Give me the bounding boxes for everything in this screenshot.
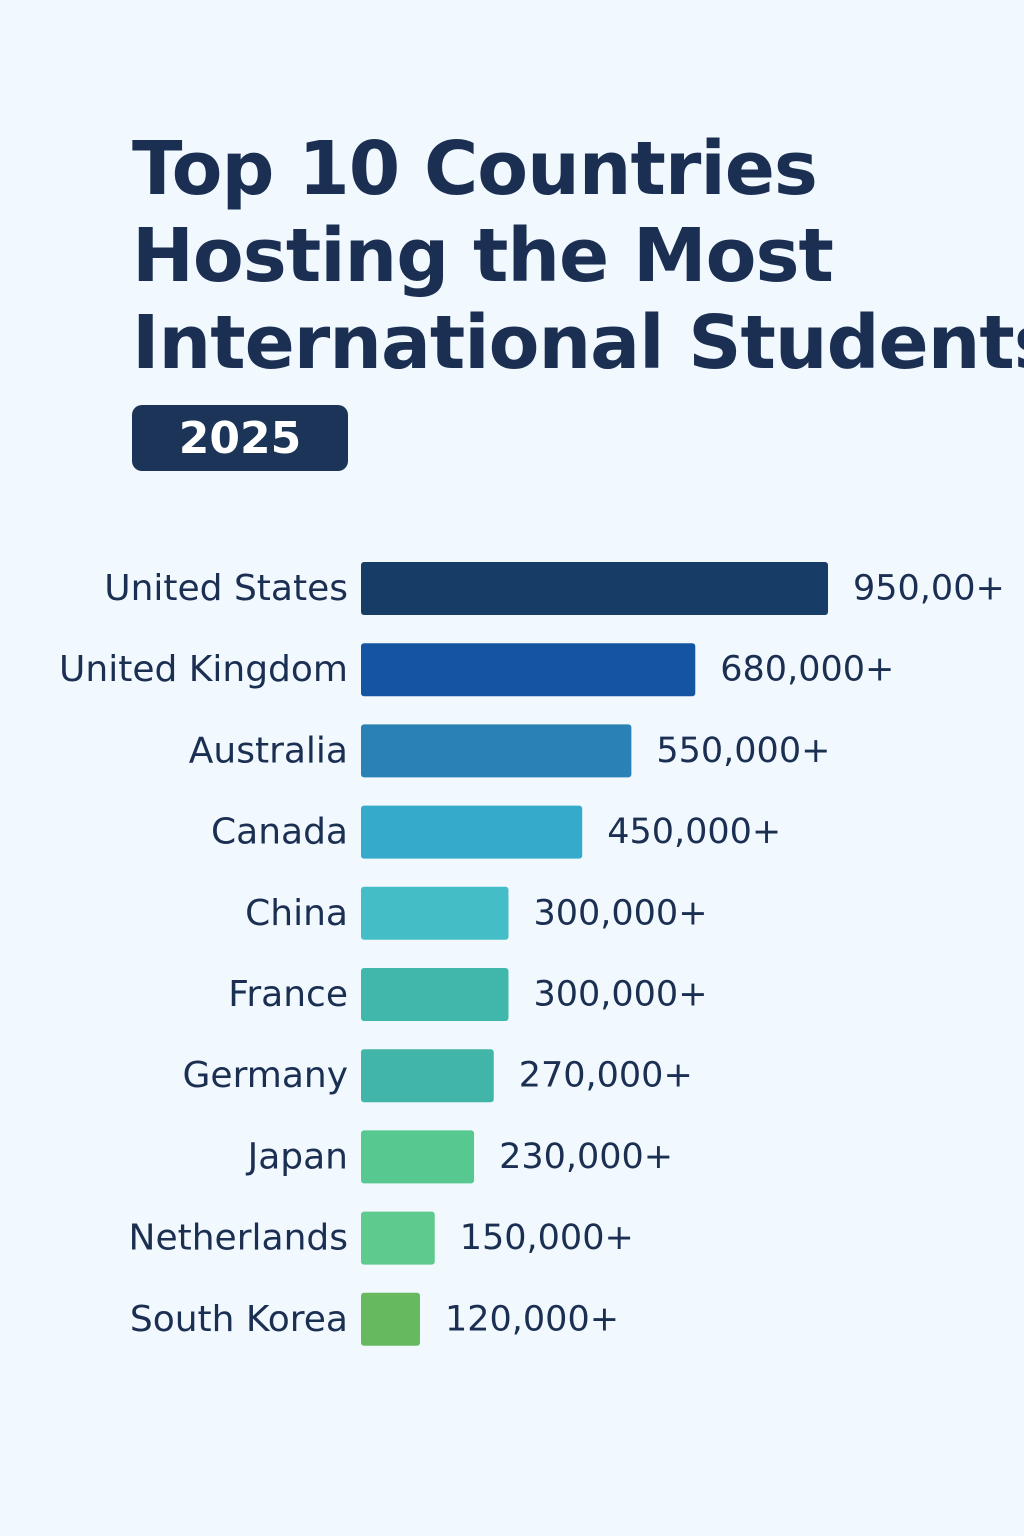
bar [361,886,509,940]
bar [361,724,632,778]
value-label: 270,000+ [519,1056,693,1096]
value-label: 680,000+ [720,650,894,690]
value-label: 230,000+ [499,1137,673,1177]
bar [361,1292,420,1346]
value-label: 300,000+ [533,975,707,1015]
bar [361,643,696,697]
value-label: 300,000+ [533,893,707,933]
category-label: China [245,893,348,934]
bar [361,805,583,859]
category-label: Australia [189,730,348,771]
title-line-1: Top 10 Countries [132,126,818,212]
bar [361,1049,494,1103]
value-label: 150,000+ [460,1218,634,1258]
title-line-2: Hosting the Most [132,213,834,299]
category-label: Canada [211,812,348,853]
bar [361,968,509,1021]
category-label: Germany [183,1055,348,1096]
category-label: France [228,974,348,1015]
category-label: Japan [246,1136,348,1177]
chart-title: Top 10 Countries Hosting the Most Intern… [132,126,1024,387]
value-label: 120,000+ [445,1299,619,1339]
value-label: 950,00+ [853,569,1005,609]
bar-chart: United States 950,00+ United Kingdom 680,00… [0,540,1024,1380]
value-label: 550,000+ [656,731,830,771]
bar [361,1130,475,1184]
category-label: United Kingdom [59,649,348,690]
category-label: Netherlands [129,1218,348,1259]
category-label: United States [104,568,348,609]
value-label: 450,000+ [607,812,781,852]
bar [361,562,828,615]
category-label: South Korea [130,1299,348,1340]
bar-chart-svg: United States 950,00+ United Kingdom 680,00… [59,562,1005,1346]
year-badge: 2025 [132,405,348,471]
title-line-3: International Students [132,300,1024,386]
bar [361,1211,435,1265]
